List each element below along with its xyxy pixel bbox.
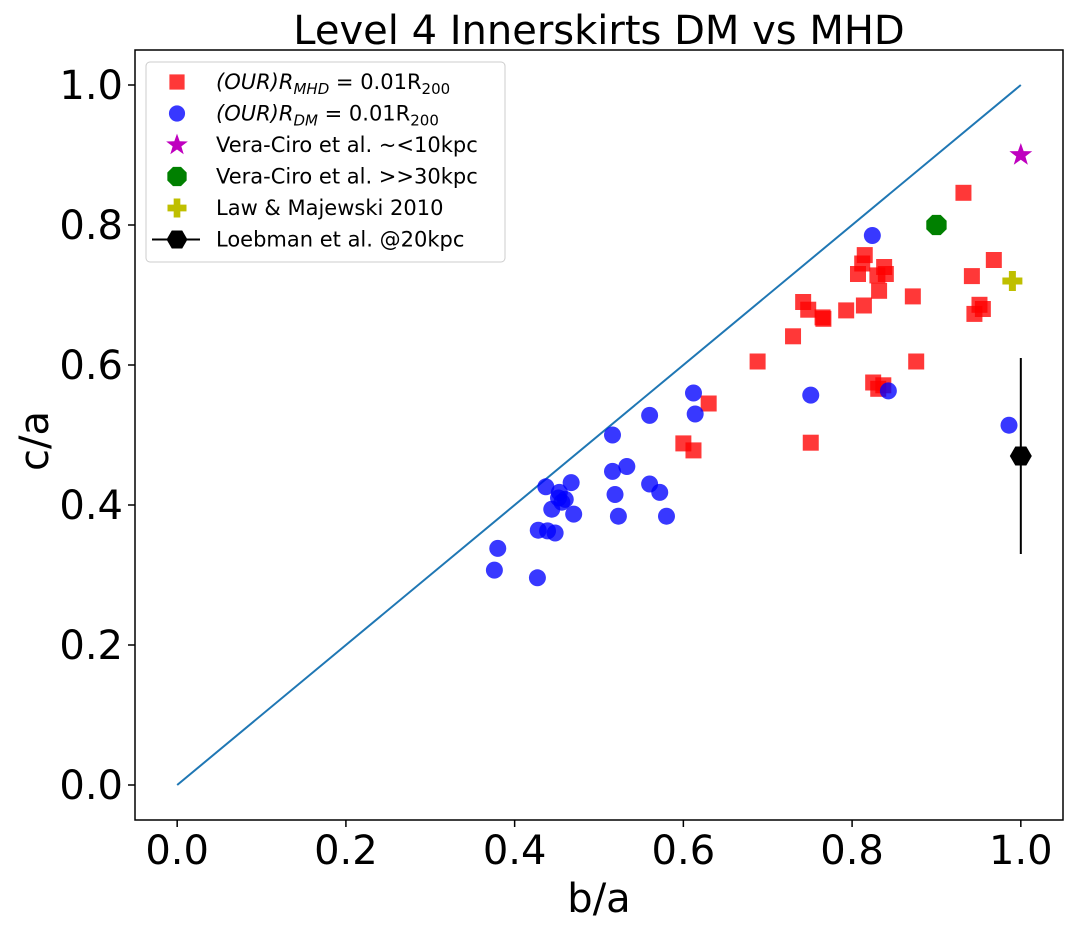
data-point	[871, 282, 888, 299]
data-point	[528, 569, 546, 587]
data-point	[546, 524, 564, 542]
data-point	[802, 386, 820, 404]
y-axis-label: c/a	[12, 411, 58, 471]
series-3	[926, 214, 947, 236]
data-point	[651, 483, 669, 501]
legend-marker	[168, 105, 186, 122]
series-0	[675, 184, 1002, 459]
legend-label: Vera-Ciro et al. >>30kpc	[216, 165, 478, 189]
data-point	[879, 382, 897, 400]
legend-marker	[166, 230, 188, 249]
x-tick-label: 0.4	[483, 828, 547, 874]
x-axis: 0.0 0.2 0.4 0.6 0.8 1.0	[145, 820, 1053, 874]
series-1	[485, 227, 1018, 587]
legend: (OUR)RMHD = 0.01R200 (OUR)RDM = 0.01R200 V…	[145, 61, 506, 263]
data-point	[785, 328, 802, 345]
y-tick-label: 1.0	[59, 63, 123, 109]
data-point	[966, 305, 983, 322]
data-point	[908, 353, 925, 370]
legend-label: Loebman et al. @20kpc	[216, 228, 464, 252]
data-point	[603, 426, 621, 444]
plot-frame	[134, 49, 1064, 821]
data-point	[489, 539, 507, 557]
data-point	[684, 384, 702, 402]
y-axis: 0.0 0.2 0.4 0.6 0.8 1.0	[59, 63, 135, 809]
legend-marker	[167, 166, 187, 187]
series-5	[1009, 358, 1032, 554]
plot-area	[134, 49, 1064, 821]
x-tick-label: 0.2	[314, 828, 378, 874]
data-point	[985, 252, 1002, 268]
data-point	[686, 405, 704, 423]
data-point	[838, 302, 855, 319]
chart-title: Level 4 Innerskirts DM vs MHD	[293, 8, 904, 54]
data-point	[603, 462, 621, 480]
data-point	[863, 227, 881, 244]
data-point	[1002, 271, 1023, 291]
data-point	[618, 458, 636, 475]
data-point	[606, 486, 624, 503]
data-point	[685, 442, 702, 459]
data-point	[926, 214, 947, 236]
data-point	[641, 406, 659, 424]
data-point	[1000, 416, 1018, 434]
y-tick-label: 0.8	[59, 203, 123, 249]
x-tick-label: 0.8	[820, 828, 884, 874]
data-point	[609, 507, 627, 525]
data-point	[537, 478, 555, 496]
legend-marker	[167, 198, 187, 218]
x-tick-label: 0.6	[652, 828, 716, 874]
legend-label: (OUR)RMHD = 0.01R200	[216, 70, 450, 98]
data-point	[700, 395, 717, 412]
data-point	[749, 353, 766, 370]
series-4	[1002, 271, 1023, 291]
data-point	[849, 266, 866, 282]
data-point	[815, 310, 832, 327]
x-tick-label: 1.0	[989, 828, 1053, 874]
data-point	[657, 507, 675, 525]
x-axis-label: b/a	[567, 876, 630, 922]
data-point	[963, 268, 980, 285]
series-2	[1009, 143, 1033, 165]
data-point	[543, 500, 561, 518]
y-tick-label: 0.4	[59, 483, 123, 529]
data-point	[1009, 446, 1032, 466]
reference-line	[176, 84, 1022, 786]
x-tick-label: 0.0	[145, 828, 209, 874]
y-tick-label: 0.6	[59, 343, 123, 389]
y-tick-label: 0.0	[59, 763, 123, 809]
legend-label: Law & Majewski 2010	[216, 196, 443, 220]
legend-marker	[166, 133, 188, 155]
legend-label: (OUR)RDM = 0.01R200	[216, 102, 439, 130]
legend-marker	[169, 74, 185, 90]
data-point	[1009, 143, 1033, 165]
legend-box	[145, 61, 506, 263]
data-point	[955, 184, 972, 201]
data-point	[565, 505, 583, 523]
data-point	[562, 474, 580, 492]
data-point	[855, 297, 872, 314]
legend-label: Vera-Ciro et al. ~<10kpc	[216, 133, 478, 157]
data-point	[869, 267, 886, 284]
data-point	[800, 301, 817, 318]
data-point	[485, 561, 503, 579]
data-point	[802, 434, 819, 451]
data-point	[904, 288, 921, 305]
y-tick-label: 0.2	[59, 623, 123, 669]
